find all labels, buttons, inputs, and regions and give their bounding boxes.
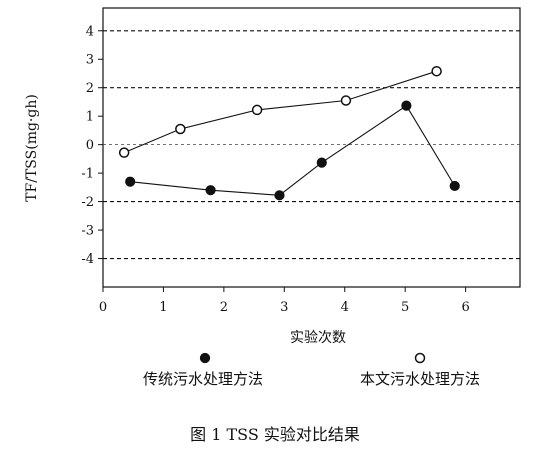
y-tick-label: -4 — [81, 252, 94, 267]
reference-lines — [103, 30, 520, 260]
legend: 传统污水处理方法 本文污水处理方法 — [143, 352, 480, 388]
y-tick-label: 4 — [86, 24, 94, 39]
data-point-series-2 — [340, 95, 352, 106]
x-tick-label: 6 — [461, 300, 469, 315]
y-tick-label: -3 — [81, 224, 94, 239]
y-tick-label: 2 — [86, 81, 94, 96]
x-axis-title: 实验次数 — [290, 330, 346, 346]
y-axis: 4 3 2 1 0 -1 -2 -3 -4 — [81, 24, 103, 267]
series-line-1 — [130, 104, 456, 196]
data-point-series-2 — [251, 104, 263, 116]
x-tick-label: 5 — [401, 300, 409, 315]
data-point-series-1 — [401, 100, 412, 111]
data-point-series-1 — [274, 190, 285, 201]
y-axis-title: TF/TSS(mg·gh) — [24, 94, 40, 202]
x-axis: 0 1 2 3 4 5 6 — [99, 287, 470, 315]
legend-label-series-2: 本文污水处理方法 — [360, 370, 480, 388]
series-layer — [118, 65, 460, 201]
data-point-series-2 — [118, 147, 130, 158]
x-tick-label: 3 — [280, 300, 288, 315]
series-line-2 — [123, 70, 437, 154]
x-tick-label: 2 — [220, 300, 228, 315]
legend-marker-series-2 — [414, 352, 426, 364]
x-tick-label: 0 — [99, 300, 107, 315]
data-point-series-2 — [175, 123, 186, 135]
x-tick-label: 4 — [341, 300, 349, 315]
y-tick-label: -1 — [81, 167, 94, 182]
x-tick-label: 1 — [159, 300, 167, 315]
y-tick-label: 0 — [86, 138, 94, 153]
figure-caption: 图 1 TSS 实验对比结果 — [190, 425, 360, 444]
y-tick-label: -2 — [81, 195, 94, 210]
data-point-series-1 — [205, 185, 216, 196]
data-point-series-1 — [125, 176, 136, 187]
y-tick-label: 1 — [86, 110, 94, 125]
data-point-series-1 — [316, 157, 327, 168]
data-point-series-2 — [431, 65, 442, 77]
legend-label-series-1: 传统污水处理方法 — [143, 370, 263, 388]
data-point-series-1 — [449, 180, 460, 192]
plot-frame — [102, 7, 521, 288]
y-tick-label: 3 — [86, 53, 94, 68]
legend-marker-series-1 — [199, 352, 211, 364]
